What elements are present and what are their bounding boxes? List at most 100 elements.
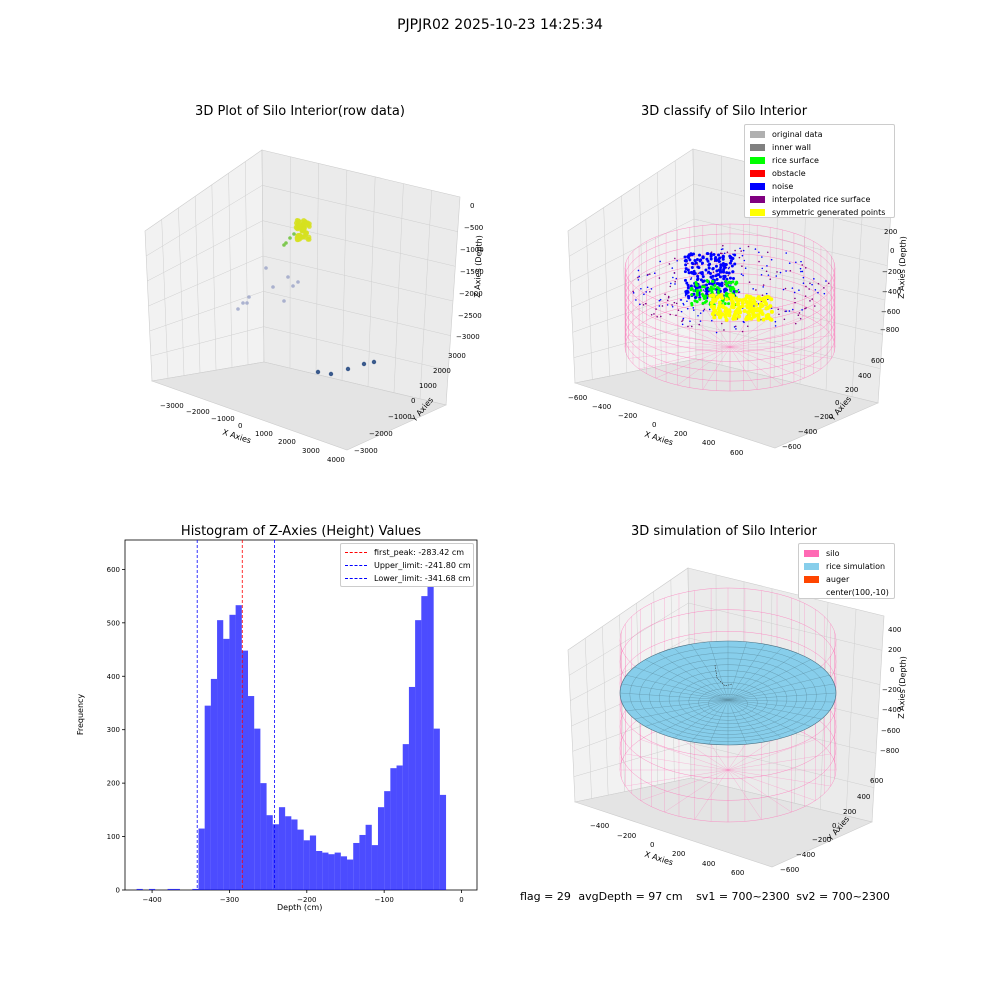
raw-point (282, 299, 286, 303)
histogram-ytick-label: 600 (107, 566, 120, 574)
classify-point (703, 300, 707, 304)
histogram-bar (223, 638, 230, 890)
classify-point (764, 306, 769, 311)
grid-line (263, 326, 449, 371)
classify-point (681, 323, 684, 326)
classify-point (741, 330, 744, 333)
classify-point (817, 282, 820, 285)
status-line: flag = 29 avgDepth = 97 cm sv1 = 700~230… (520, 890, 890, 903)
simulation-ytick: 600 (870, 777, 884, 785)
grid-line (149, 291, 264, 332)
classify-point (727, 274, 730, 277)
rice-surface-meridian (727, 644, 766, 701)
classify-point (754, 248, 757, 250)
rice-surface-meridian (673, 647, 729, 701)
classify-point (743, 297, 748, 302)
classify-point (710, 293, 715, 298)
classify-point (686, 286, 690, 290)
raw-point (282, 243, 286, 247)
silo-floor-line (729, 346, 805, 379)
rice-surface-meridian (634, 699, 729, 720)
classify-point (731, 280, 735, 284)
legend-label: original data (772, 130, 823, 139)
simulation-xtick: 600 (731, 869, 745, 877)
silo-floor-line (729, 346, 758, 390)
raw-point (315, 369, 321, 375)
classify-point (798, 289, 800, 291)
legend-swatch (804, 576, 819, 583)
silo-floor-line (729, 335, 832, 348)
classify-point (694, 261, 698, 265)
rice-surface-meridian (727, 641, 747, 701)
classify-point (658, 299, 661, 302)
rice-surface-meridian (621, 699, 729, 703)
legend-swatch (750, 144, 765, 151)
classify-point (717, 315, 722, 320)
classify-point (700, 285, 704, 289)
classify-point (724, 297, 729, 302)
rice-surface-meridian (727, 699, 766, 742)
classify-point (690, 266, 694, 270)
legend-swatch (804, 589, 819, 596)
classify-point (637, 269, 640, 272)
classify-point (718, 256, 722, 260)
classify-point (731, 305, 736, 310)
classify-point (684, 263, 688, 267)
classify-point (690, 293, 694, 297)
silo-floor-line (729, 324, 821, 348)
classify-ytick: −600 (782, 443, 802, 451)
classify-point (726, 251, 729, 254)
classify-point (690, 325, 693, 328)
histogram-xtick-label: −100 (375, 896, 394, 904)
legend-label: rice surface (772, 156, 819, 165)
simulation-ytick: 200 (843, 808, 857, 816)
grid-line (573, 742, 691, 777)
raw-point (296, 234, 302, 240)
raw-back-right-pane (261, 149, 461, 406)
classify-point (709, 275, 713, 279)
classify-point (733, 253, 737, 257)
status-flag: flag = 29 (520, 890, 571, 903)
legend-label: rice simulation (826, 562, 886, 571)
classify-point (682, 319, 684, 321)
classify-point (737, 298, 742, 303)
classify-point (701, 256, 705, 260)
rice-surface-meridian (634, 666, 729, 701)
histogram-title: Histogram of Z-Axies (Height) Values (180, 524, 422, 539)
legend-item: Lower_limit: -341.68 cm (345, 572, 470, 585)
classify-point (721, 257, 725, 261)
classify-point (645, 291, 647, 293)
histogram-bar (204, 705, 211, 890)
histogram-ytick-label: 500 (107, 619, 120, 627)
classify-point (704, 268, 708, 272)
classify-point (661, 305, 664, 307)
classify-point (795, 261, 797, 264)
histogram-bar (427, 558, 434, 890)
classify-point (715, 277, 719, 281)
classify-point (671, 267, 674, 269)
classify-point (784, 287, 787, 290)
legend-item: first_peak: -283.42 cm (345, 546, 469, 559)
classify-point (732, 287, 736, 291)
classify-point (714, 264, 718, 268)
classify-point (762, 297, 767, 302)
raw-ztick: −500 (464, 224, 484, 232)
classify-point (713, 297, 718, 302)
classify-point (741, 254, 744, 257)
classify-point (785, 310, 787, 312)
classify-point (707, 282, 711, 286)
classify-point (692, 307, 695, 309)
classify-point (813, 278, 815, 280)
histogram-bar (371, 845, 378, 890)
silo-floor-line (702, 304, 731, 348)
classify-point (720, 322, 723, 325)
classify-point (797, 314, 800, 317)
histogram-bar (390, 768, 397, 890)
simulation-xtick: 400 (702, 860, 716, 868)
classify-point (718, 275, 722, 279)
classify-point (683, 255, 687, 259)
rice-surface-meridian (658, 653, 729, 701)
histogram-bar (167, 888, 180, 890)
classify-point (811, 298, 814, 300)
classify-point (751, 296, 756, 301)
